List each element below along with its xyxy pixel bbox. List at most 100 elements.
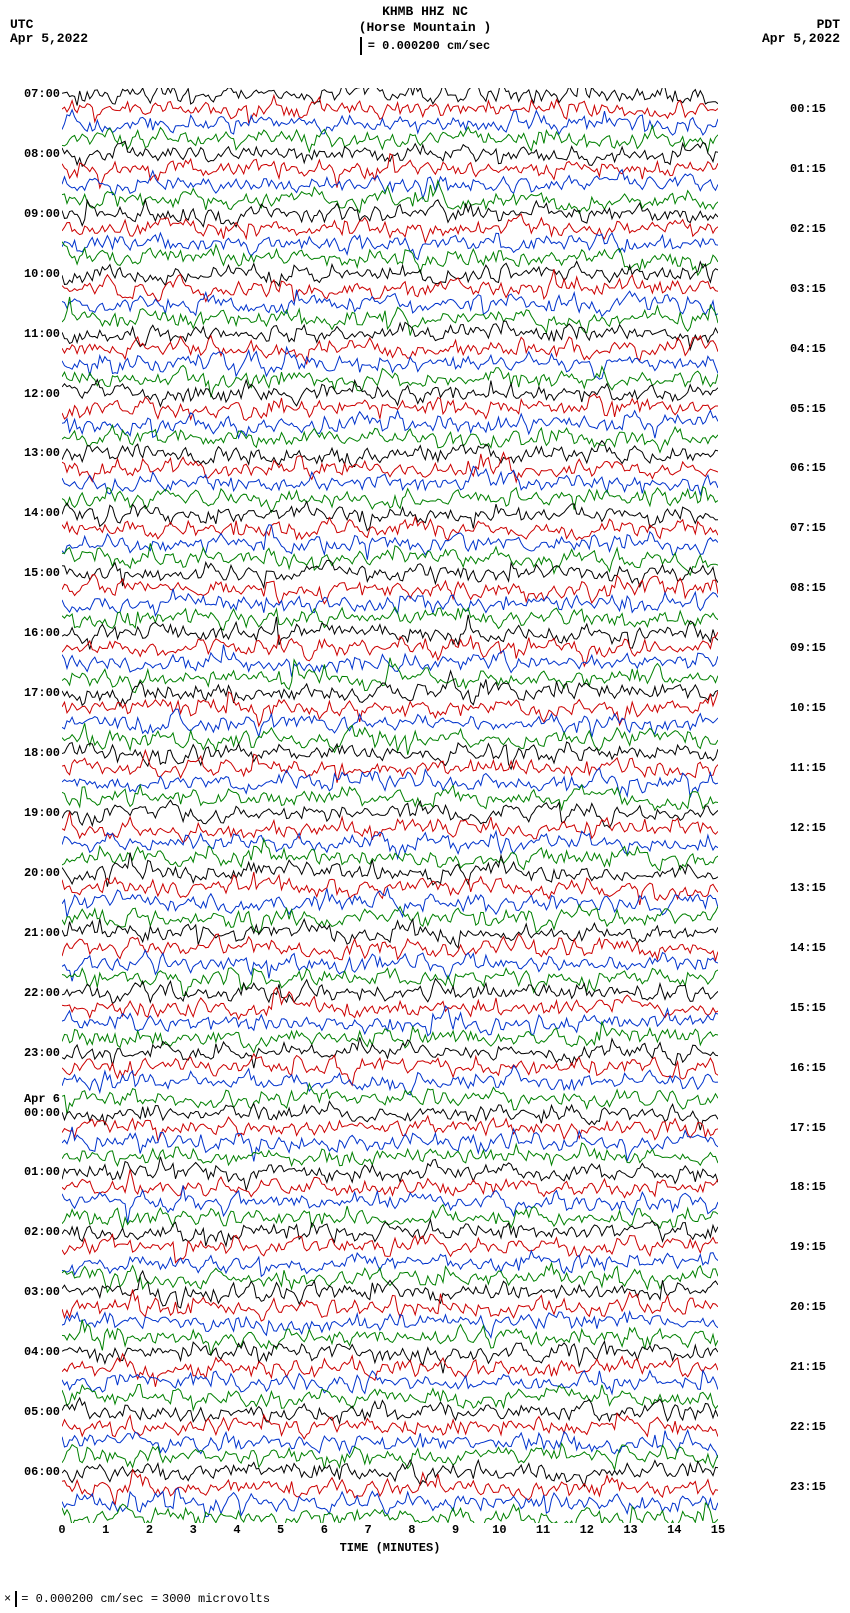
seismic-trace bbox=[62, 853, 718, 887]
right-hour-label: 16:15 bbox=[790, 1062, 850, 1074]
left-hour-label: 03:00 bbox=[0, 1286, 60, 1298]
seismic-trace bbox=[62, 1290, 718, 1322]
seismic-trace bbox=[62, 1116, 718, 1141]
left-hour-label: 13:00 bbox=[0, 447, 60, 459]
left-hour-label: 04:00 bbox=[0, 1346, 60, 1358]
seismic-trace bbox=[62, 380, 718, 407]
x-tick: 3 bbox=[190, 1523, 197, 1537]
left-hour-label: 18:00 bbox=[0, 747, 60, 759]
seismic-trace bbox=[62, 888, 718, 917]
seismic-trace bbox=[62, 1430, 718, 1458]
x-tick: 2 bbox=[146, 1523, 153, 1537]
left-hour-label: 12:00 bbox=[0, 388, 60, 400]
seismic-trace bbox=[62, 839, 718, 871]
seismic-trace bbox=[62, 411, 718, 439]
right-hour-label: 07:15 bbox=[790, 522, 850, 534]
seismic-trace bbox=[62, 919, 718, 948]
seismic-trace bbox=[62, 453, 718, 482]
right-date: Apr 5,2022 bbox=[762, 32, 840, 46]
seismic-trace bbox=[62, 1503, 718, 1523]
seismic-trace bbox=[62, 1341, 718, 1373]
x-tick: 4 bbox=[233, 1523, 240, 1537]
x-tick: 12 bbox=[580, 1523, 594, 1537]
right-hour-label: 17:15 bbox=[790, 1122, 850, 1134]
x-tick: 15 bbox=[711, 1523, 725, 1537]
seismic-trace bbox=[62, 934, 718, 961]
scale-text: = 0.000200 cm/sec bbox=[368, 39, 490, 53]
seismic-trace bbox=[62, 615, 718, 650]
right-hour-label: 14:15 bbox=[790, 942, 850, 954]
seismic-trace bbox=[62, 812, 718, 843]
seismic-trace bbox=[62, 1127, 718, 1162]
amplitude-scale: = 0.000200 cm/sec bbox=[360, 37, 490, 55]
right-hour-label: 10:15 bbox=[790, 702, 850, 714]
x-tick: 10 bbox=[492, 1523, 506, 1537]
right-hour-label: 15:15 bbox=[790, 1002, 850, 1014]
helicorder-svg bbox=[62, 88, 718, 1523]
right-hour-label: 18:15 bbox=[790, 1181, 850, 1193]
seismic-trace bbox=[62, 261, 718, 286]
x-tick: 6 bbox=[321, 1523, 328, 1537]
footer-bar-icon bbox=[15, 1591, 17, 1607]
seismic-trace bbox=[62, 1169, 718, 1197]
right-hour-label: 08:15 bbox=[790, 582, 850, 594]
seismic-trace bbox=[62, 88, 718, 106]
right-hour-label: 11:15 bbox=[790, 762, 850, 774]
chart-header: KHMB HHZ NC (Horse Mountain ) = 0.000200… bbox=[0, 0, 850, 60]
seismic-trace bbox=[62, 1320, 718, 1356]
right-hour-label: 13:15 bbox=[790, 882, 850, 894]
left-tz: UTC bbox=[10, 18, 88, 32]
seismic-trace bbox=[62, 658, 718, 693]
right-hour-label: 06:15 bbox=[790, 462, 850, 474]
left-hour-label: 14:00 bbox=[0, 507, 60, 519]
seismic-trace bbox=[62, 1488, 718, 1517]
seismic-trace bbox=[62, 1384, 718, 1410]
left-hour-label: 06:00 bbox=[0, 1466, 60, 1478]
left-hour-label: 07:00 bbox=[0, 88, 60, 100]
x-tick: 9 bbox=[452, 1523, 459, 1537]
seismic-trace bbox=[62, 1143, 718, 1166]
x-tick: 11 bbox=[536, 1523, 550, 1537]
seismic-trace bbox=[62, 336, 718, 364]
footer-prefix: × bbox=[4, 1592, 11, 1606]
left-day-change-label: Apr 6 bbox=[0, 1093, 60, 1105]
seismic-trace bbox=[62, 1413, 718, 1439]
x-tick: 0 bbox=[58, 1523, 65, 1537]
seismic-trace bbox=[62, 632, 718, 666]
seismic-trace bbox=[62, 1271, 718, 1308]
left-hour-label: 19:00 bbox=[0, 807, 60, 819]
seismic-trace bbox=[62, 1157, 718, 1191]
left-hour-label: 00:00 bbox=[0, 1107, 60, 1119]
helicorder-plot bbox=[62, 88, 718, 1523]
right-hour-label: 05:15 bbox=[790, 403, 850, 415]
left-time-axis: 07:0008:0009:0010:0011:0012:0013:0014:00… bbox=[0, 88, 60, 1523]
right-hour-label: 02:15 bbox=[790, 223, 850, 235]
seismic-trace bbox=[62, 1443, 718, 1469]
left-hour-label: 02:00 bbox=[0, 1226, 60, 1238]
seismic-trace bbox=[62, 1312, 718, 1338]
seismic-trace bbox=[62, 800, 718, 828]
footer-text-before: = 0.000200 cm/sec = bbox=[21, 1592, 158, 1606]
right-hour-label: 01:15 bbox=[790, 163, 850, 175]
seismic-trace bbox=[62, 110, 718, 135]
seismic-trace bbox=[62, 1398, 718, 1424]
seismic-trace bbox=[62, 968, 718, 996]
seismic-trace bbox=[62, 709, 718, 737]
seismic-trace bbox=[62, 181, 718, 213]
seismic-trace bbox=[62, 347, 718, 379]
x-tick: 1 bbox=[102, 1523, 109, 1537]
seismic-trace bbox=[62, 1263, 718, 1292]
seismic-trace bbox=[62, 785, 718, 810]
station-name: (Horse Mountain ) bbox=[0, 20, 850, 36]
left-hour-label: 23:00 bbox=[0, 1047, 60, 1059]
left-hour-label: 10:00 bbox=[0, 268, 60, 280]
right-hour-label: 19:15 bbox=[790, 1241, 850, 1253]
right-hour-label: 20:15 bbox=[790, 1301, 850, 1313]
right-hour-label: 00:15 bbox=[790, 103, 850, 115]
seismic-trace bbox=[62, 589, 718, 616]
right-hour-label: 04:15 bbox=[790, 343, 850, 355]
left-hour-label: 11:00 bbox=[0, 328, 60, 340]
x-tick: 14 bbox=[667, 1523, 681, 1537]
left-hour-label: 08:00 bbox=[0, 148, 60, 160]
seismic-trace bbox=[62, 691, 718, 726]
